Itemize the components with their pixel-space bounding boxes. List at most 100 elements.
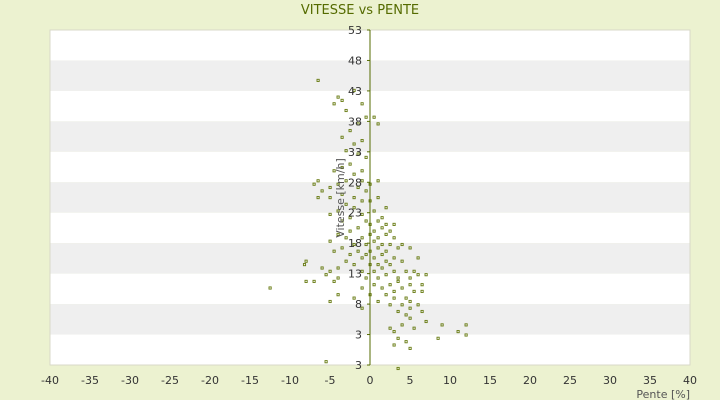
data-point (352, 242, 356, 247)
data-point (404, 340, 408, 344)
data-point (336, 266, 340, 270)
data-point (360, 306, 364, 310)
data-point (336, 95, 340, 99)
data-point (336, 276, 340, 280)
data-point (332, 169, 336, 173)
data-point (348, 162, 352, 166)
data-point (344, 202, 348, 206)
data-point (376, 276, 380, 280)
data-point (316, 78, 320, 82)
data-point (384, 222, 388, 226)
data-point (328, 239, 332, 243)
data-point (320, 189, 324, 193)
data-point (344, 108, 348, 113)
data-point (360, 179, 364, 183)
data-point (388, 326, 392, 330)
data-point (396, 246, 400, 250)
x-tick-label: 25 (563, 374, 577, 387)
x-tick-label: -20 (201, 374, 219, 387)
data-point (392, 269, 396, 273)
data-point (348, 229, 352, 233)
data-point (316, 179, 320, 183)
x-axis-label: Pente [%] (636, 388, 690, 400)
data-point (360, 269, 364, 273)
data-point (380, 286, 384, 290)
data-point (328, 212, 332, 216)
data-point (396, 276, 400, 280)
data-point (364, 276, 368, 280)
data-point (396, 309, 400, 314)
data-point (400, 259, 404, 263)
data-point (464, 333, 468, 337)
data-point (348, 252, 352, 257)
data-point (344, 179, 348, 183)
data-point (416, 303, 420, 307)
y-tick-label: 18 (348, 237, 362, 250)
data-point (356, 122, 360, 126)
data-point (364, 189, 368, 193)
data-point (388, 283, 392, 287)
y-tick-label: 8 (355, 298, 362, 311)
y-tick-label: 48 (348, 54, 362, 67)
data-point (356, 249, 360, 253)
data-point (408, 283, 412, 287)
data-point (392, 222, 396, 226)
data-point (364, 155, 368, 159)
data-point (396, 366, 400, 371)
data-point (372, 229, 376, 233)
data-point (360, 256, 364, 260)
y-tick-label: 43 (348, 85, 362, 98)
data-point (372, 239, 376, 243)
data-point (302, 263, 307, 267)
data-point (380, 242, 384, 247)
data-point (372, 209, 376, 213)
data-point (380, 252, 384, 257)
data-point (376, 236, 380, 240)
x-tick-label: 5 (407, 374, 414, 387)
data-point (372, 283, 376, 287)
data-point (388, 229, 392, 233)
data-point (336, 232, 340, 236)
data-point (332, 249, 336, 253)
data-point (340, 192, 344, 196)
chart-title: VITESSE vs PENTE (301, 3, 419, 18)
data-point (360, 199, 364, 203)
y-tick-label: 38 (348, 115, 362, 128)
data-point (348, 129, 352, 133)
data-point (352, 206, 356, 210)
data-point (360, 212, 364, 216)
data-point (356, 152, 360, 156)
data-point (384, 206, 388, 210)
data-point (412, 326, 416, 330)
data-point (384, 259, 388, 263)
data-point (392, 296, 396, 300)
data-point (324, 360, 328, 364)
data-point (400, 242, 404, 247)
data-point (408, 306, 412, 310)
data-point (356, 185, 360, 190)
x-tick-label: -30 (121, 374, 139, 387)
data-point (344, 149, 348, 153)
data-point (456, 330, 460, 334)
data-point (400, 286, 404, 290)
x-tick-label: 20 (523, 374, 537, 387)
data-point (384, 293, 388, 297)
data-point (360, 139, 364, 143)
data-point (392, 343, 396, 347)
data-point (328, 185, 332, 190)
data-point (408, 299, 412, 304)
data-point (404, 296, 408, 300)
data-point (340, 246, 344, 250)
x-axis-ticks: -40 -35 -30 -25 -20 -15 -10 -5 0 5 10 15 20 25 30 35 40 (41, 374, 697, 387)
x-tick-label: -5 (325, 374, 336, 387)
data-point (360, 169, 364, 173)
data-point (400, 323, 404, 327)
data-point (364, 252, 368, 257)
data-point (320, 266, 324, 270)
x-tick-label: -10 (281, 374, 299, 387)
data-point (312, 279, 316, 283)
data-point (396, 279, 400, 283)
data-point (328, 196, 332, 200)
y-tick-label: 53 (348, 24, 362, 37)
data-point (268, 286, 272, 290)
